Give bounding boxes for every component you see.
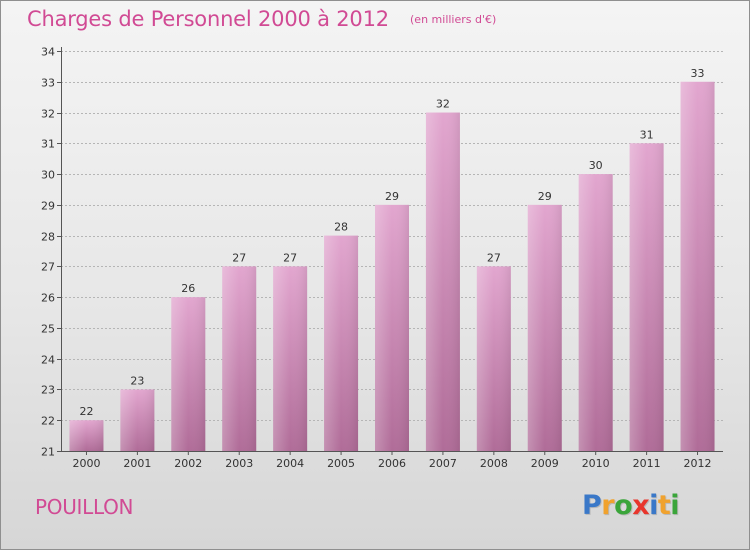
data-label-2004: 27 <box>283 251 297 264</box>
data-label-2010: 30 <box>589 159 603 172</box>
data-labels: 22 23 26 27 27 28 29 32 27 29 30 31 33 <box>79 67 704 418</box>
y-tick-label: 31 <box>41 138 55 151</box>
data-label-2011: 31 <box>640 128 654 141</box>
brand-letter: i <box>649 490 658 521</box>
x-tick-label-2005: 2005 <box>327 457 355 470</box>
y-tick-label: 33 <box>41 77 55 90</box>
y-tick-label: 27 <box>41 261 55 274</box>
data-label-2009: 29 <box>538 190 552 203</box>
bar-shade-2005 <box>324 235 359 451</box>
data-label-2000: 22 <box>79 405 93 418</box>
chart-unit: (en milliers d'€) <box>410 13 497 26</box>
bar-shade-2008 <box>476 266 511 451</box>
x-tick-label-2001: 2001 <box>123 457 151 470</box>
y-tick-labels: 21 22 23 24 25 26 27 28 29 30 31 32 33 34 <box>41 46 55 459</box>
bar-shade-2001 <box>120 389 155 451</box>
x-tick-label-2002: 2002 <box>174 457 202 470</box>
bar-shade-2007 <box>425 112 460 452</box>
bar-shade-2000 <box>69 420 104 451</box>
x-tick-label-2010: 2010 <box>582 457 610 470</box>
y-tick-label: 30 <box>41 169 55 182</box>
x-tick-label-2012: 2012 <box>684 457 712 470</box>
brand-letter: o <box>614 490 633 521</box>
y-tick-label: 25 <box>41 323 55 336</box>
bar-shade-2010 <box>578 174 613 452</box>
y-tick-label: 26 <box>41 292 55 305</box>
chart-title: Charges de Personnel 2000 à 2012 <box>27 7 389 31</box>
y-tick-label: 34 <box>41 46 55 59</box>
y-tick-label: 24 <box>41 354 55 367</box>
brand-letter: r <box>601 490 615 521</box>
place-name: POUILLON <box>35 495 134 519</box>
data-label-2008: 27 <box>487 251 501 264</box>
brand-letter: x <box>632 490 650 521</box>
x-tick-labels: 2000 2001 2002 2003 2004 2005 2006 2007 2008 2009… <box>72 457 711 470</box>
title-row: Charges de Personnel 2000 à 2012 (en mil… <box>27 7 496 31</box>
bar-shade-2002 <box>171 297 206 451</box>
y-tick-label: 29 <box>41 200 55 213</box>
data-label-2001: 23 <box>130 374 144 387</box>
brand-letter: t <box>657 490 671 521</box>
bar-shade-2009 <box>527 204 562 451</box>
bar-shade-2011 <box>629 143 664 452</box>
y-tick-label: 21 <box>41 446 55 459</box>
brand-letter: P <box>582 490 602 521</box>
x-tick-label-2007: 2007 <box>429 457 457 470</box>
y-tick-label: 32 <box>41 108 55 121</box>
x-tick-label-2011: 2011 <box>633 457 661 470</box>
y-tick-label: 23 <box>41 384 55 397</box>
bar-shade-2004 <box>273 266 308 451</box>
data-label-2003: 27 <box>232 251 246 264</box>
y-tick-label: 22 <box>41 415 55 428</box>
y-tick-label: 28 <box>41 231 55 244</box>
x-tick-label-2003: 2003 <box>225 457 253 470</box>
axes <box>57 47 723 455</box>
x-tick-label-2006: 2006 <box>378 457 406 470</box>
data-label-2005: 28 <box>334 221 348 234</box>
x-tick-label-2000: 2000 <box>72 457 100 470</box>
x-tick-label-2004: 2004 <box>276 457 304 470</box>
data-label-2002: 26 <box>181 282 195 295</box>
brand-letter: i <box>670 490 680 521</box>
bars <box>69 81 715 452</box>
data-label-2006: 29 <box>385 190 399 203</box>
bar-shade-2003 <box>222 266 257 451</box>
bar-shade-2006 <box>375 204 409 451</box>
data-label-2012: 33 <box>691 67 705 80</box>
x-tick-label-2008: 2008 <box>480 457 508 470</box>
x-tick-label-2009: 2009 <box>531 457 559 470</box>
brand-logo: Proxiti <box>582 490 680 521</box>
data-label-2007: 32 <box>436 98 450 111</box>
bar-shade-2012 <box>680 81 715 452</box>
